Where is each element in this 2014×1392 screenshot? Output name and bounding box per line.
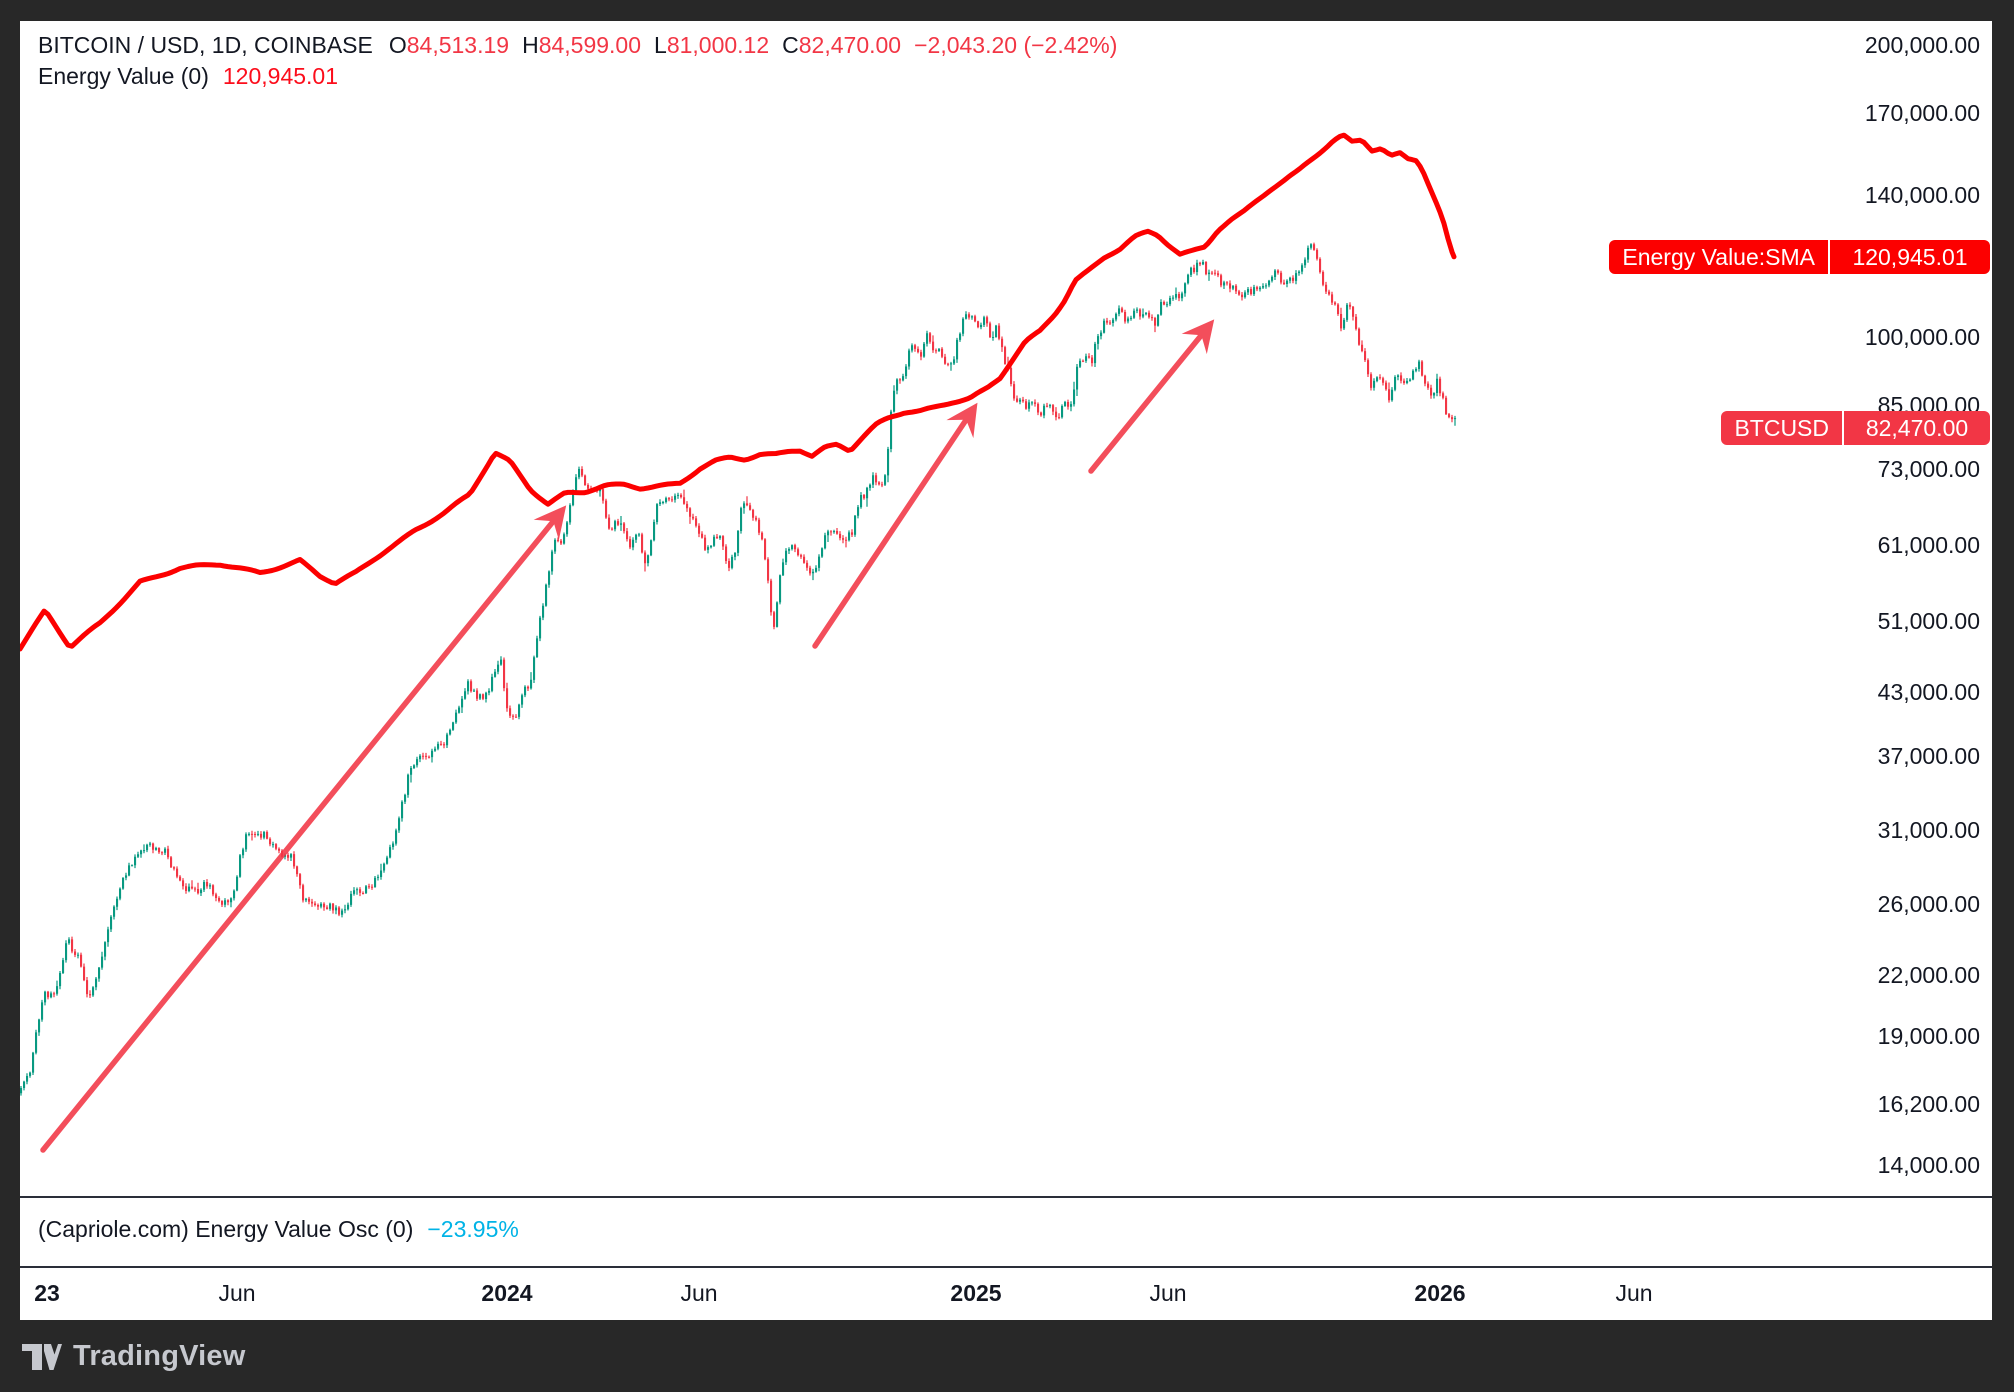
symbol-legend-row[interactable]: BITCOIN / USD, 1D, COINBASE O84,513.19 H84… [38,30,1117,61]
close-value: 82,470.00 [798,32,902,58]
low-value: 81,000.12 [666,32,770,58]
price-tick-label: 170,000.00 [1864,100,1980,127]
trend-arrow[interactable] [1088,319,1215,474]
btcusd-last-price-badge: BTCUSD 82,470.00 [1721,411,1990,445]
price-chart-canvas[interactable] [20,21,1992,1320]
price-tick-label: 200,000.00 [1864,32,1980,58]
indicator-value: 120,945.01 [222,63,339,89]
sma-badge-label: Energy Value:SMA [1609,240,1828,274]
sma-badge-value: 120,945.01 [1830,240,1990,274]
price-tick-label: 73,000.00 [1877,456,1980,483]
energy-value-sma-price-badge: Energy Value:SMA 120,945.01 [1609,240,1990,274]
open-label: O [388,32,407,58]
low-label: L [654,32,667,58]
time-axis-label: 23 [34,1280,60,1306]
indicator-legend-row[interactable]: Energy Value (0) 120,945.01 [38,61,1117,92]
oscillator-legend-row[interactable]: (Capriole.com) Energy Value Osc (0) −23.9… [38,1216,519,1243]
time-axis-label: 2026 [1414,1280,1466,1306]
time-axis-label: 2025 [950,1280,1002,1306]
tradingview-logo-text: TradingView [73,1340,246,1372]
oscillator-label: (Capriole.com) Energy Value Osc (0) [38,1216,414,1242]
high-value: 84,599.00 [538,32,642,58]
price-tick-label: 100,000.00 [1864,323,1980,350]
symbol-title: BITCOIN / USD, 1D, COINBASE [38,32,373,58]
trend-arrow-annotations[interactable] [40,319,1215,1153]
price-tick-label: 26,000.00 [1877,891,1980,918]
price-tick-label: 14,000.00 [1877,1152,1980,1178]
btc-badge-label: BTCUSD [1721,411,1842,445]
time-axis-label: Jun [1615,1280,1653,1306]
chart-panel [20,21,1992,1320]
indicator-label: Energy Value (0) [38,63,209,89]
up-candle-wicks [20,243,1456,1096]
pane-divider-price-oscillator[interactable] [20,1196,1992,1198]
tradingview-logo[interactable]: TradingView [22,1340,246,1373]
energy-value-line [20,132,1457,652]
price-tick-label: 61,000.00 [1877,532,1980,559]
price-tick-label: 140,000.00 [1864,182,1980,209]
time-axis[interactable]: 23 Jun 2024 Jun 2025 Jun 2026 Jun [20,1268,1992,1320]
up-candle-bodies [20,244,1457,1094]
change-value: −2,043.20 (−2.42%) [914,32,1118,58]
high-label: H [522,32,539,58]
trend-arrow[interactable] [40,505,567,1153]
time-axis-label: Jun [1149,1280,1187,1306]
pane-divider-oscillator-timeaxis[interactable] [20,1266,1992,1268]
close-label: C [782,32,799,58]
btc-badge-value: 82,470.00 [1844,411,1990,445]
price-tick-label: 31,000.00 [1877,817,1980,844]
price-axis[interactable]: 200,000.00 170,000.00 140,000.00 100,000.00… [1804,0,2014,1320]
open-value: 84,513.19 [406,32,510,58]
trend-arrow[interactable] [812,402,978,649]
price-tick-label: 37,000.00 [1877,742,1980,769]
price-tick-label: 19,000.00 [1877,1023,1980,1050]
price-tick-label: 43,000.00 [1877,679,1980,706]
oscillator-value: −23.95% [427,1216,519,1242]
legend[interactable]: BITCOIN / USD, 1D, COINBASE O84,513.19 H84… [38,30,1117,92]
price-tick-label: 16,200.00 [1877,1090,1980,1117]
price-tick-label: 51,000.00 [1877,607,1980,634]
time-axis-label: 2024 [481,1280,533,1306]
time-axis-label: Jun [218,1280,256,1306]
candlestick-series [20,242,1457,1096]
price-tick-label: 22,000.00 [1877,961,1980,988]
time-axis-label: Jun [680,1280,718,1306]
tradingview-logo-icon [22,1343,62,1370]
